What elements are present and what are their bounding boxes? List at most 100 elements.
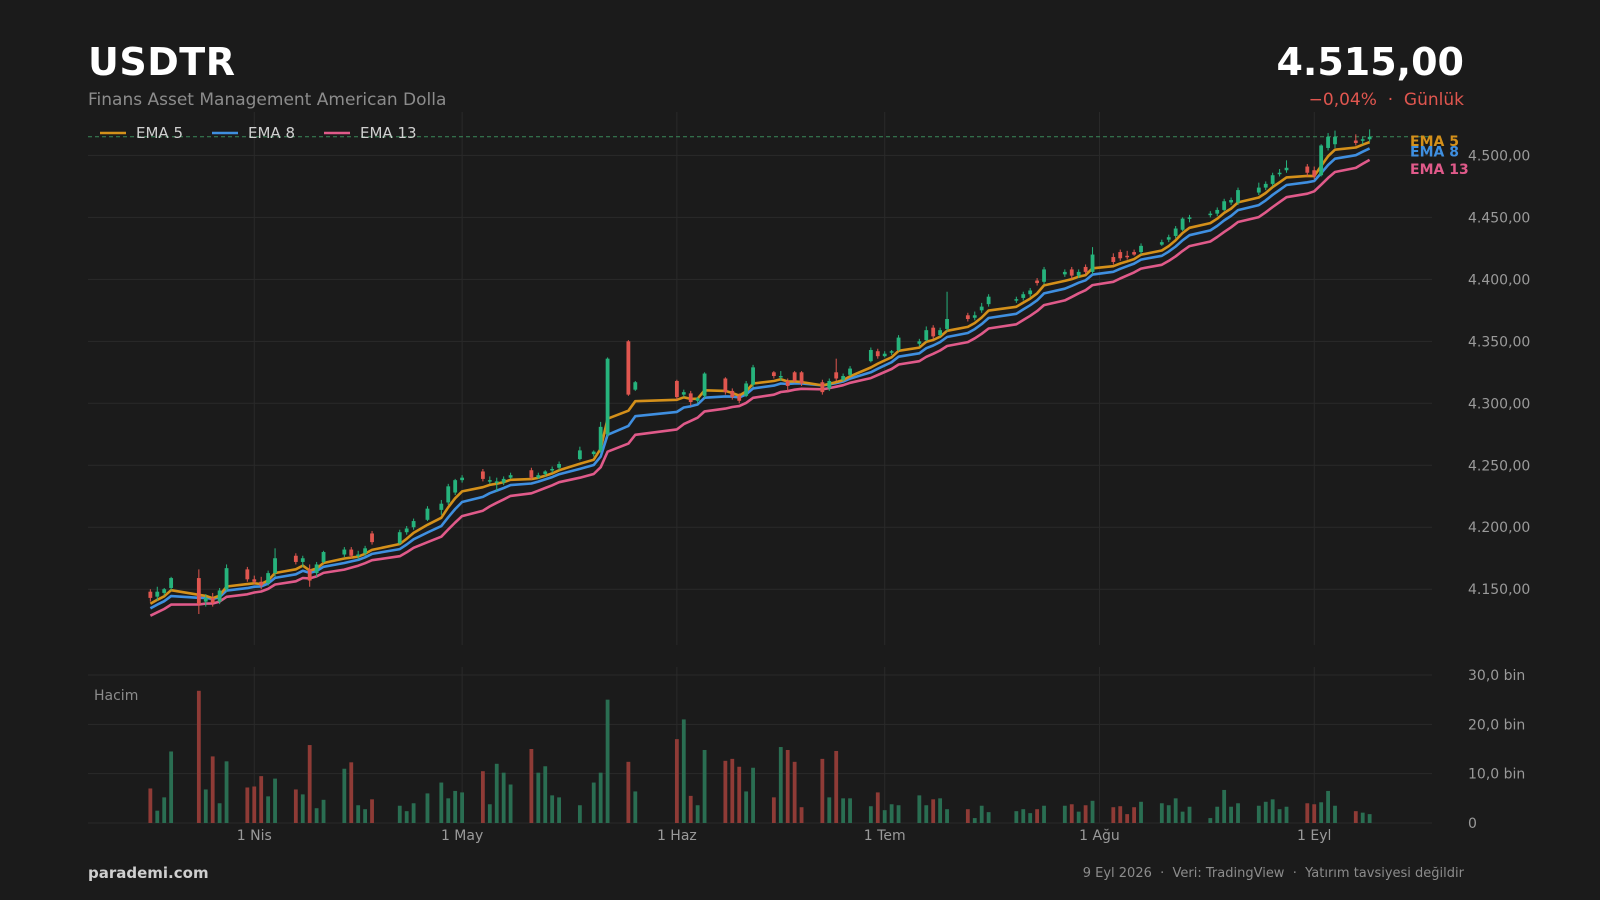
candle-body — [1042, 269, 1046, 282]
candle-body — [273, 558, 277, 574]
volume-bar — [626, 761, 631, 823]
volume-bar — [1263, 801, 1268, 823]
period-label: Günlük — [1403, 90, 1464, 110]
volume-bar — [917, 795, 922, 823]
volume-bar — [875, 792, 880, 823]
volume-bar — [321, 799, 326, 823]
volume-bar — [543, 766, 548, 823]
candle-body — [848, 368, 852, 375]
volume-bar — [605, 699, 610, 823]
volume-bar — [1187, 806, 1192, 823]
candle-body — [411, 521, 416, 528]
volume-bar — [737, 766, 742, 823]
candle-body — [931, 327, 936, 337]
candle-body — [1166, 237, 1171, 240]
volume-bar — [633, 791, 638, 823]
volume-bar — [1270, 799, 1275, 823]
candle-body — [1014, 299, 1019, 301]
volume-bar — [446, 798, 451, 823]
candle-body — [1125, 255, 1130, 258]
volume-bar — [203, 789, 208, 823]
price-change: −0,04% — [1308, 90, 1377, 110]
volume-bar — [148, 788, 153, 823]
volume-bar — [1173, 798, 1178, 823]
volume-bar — [273, 778, 277, 823]
price-tick-label: 4.150,00 — [1468, 582, 1530, 598]
candle-body — [841, 376, 846, 380]
candle-body — [1173, 228, 1178, 236]
volume-bar — [1222, 789, 1227, 823]
candle-body — [695, 398, 700, 401]
candle-body — [245, 569, 250, 580]
candle-body — [723, 378, 728, 393]
volume-bar — [889, 804, 894, 823]
volume-bar — [1353, 811, 1358, 823]
candle-body — [196, 578, 201, 605]
volume-bar — [1333, 805, 1337, 823]
volume-bar — [397, 805, 402, 823]
volume-bar — [792, 761, 797, 823]
volume-bar — [979, 805, 984, 823]
candle-body — [1132, 252, 1137, 255]
candle-body — [1263, 183, 1268, 188]
volume-bar — [1083, 805, 1088, 823]
volume-bar — [785, 749, 790, 823]
ema-line-ema13 — [149, 158, 1371, 617]
volume-bar — [965, 809, 970, 823]
volume-bar — [882, 810, 887, 823]
candle-body — [404, 528, 409, 533]
volume-bar — [744, 791, 749, 823]
candle-body — [460, 477, 465, 481]
candle-body — [979, 306, 984, 311]
volume-tick-label: 20,0 bin — [1468, 717, 1525, 733]
volume-bar — [730, 758, 735, 823]
volume-bar — [1159, 803, 1164, 823]
time-tick-label: 1 May — [441, 828, 483, 844]
volume-bar — [1256, 805, 1261, 823]
change-row: −0,04% · Günlük — [1309, 90, 1464, 110]
price-tick-label: 4.250,00 — [1468, 458, 1530, 474]
volume-bar — [681, 719, 686, 823]
volume-bar — [363, 809, 368, 823]
volume-bar — [972, 818, 977, 823]
volume-bar — [1028, 813, 1033, 823]
candle-body — [494, 481, 499, 483]
volume-bar — [695, 805, 700, 823]
candle-body — [917, 341, 922, 344]
volume-bar — [1062, 805, 1067, 823]
volume-bar — [460, 792, 465, 823]
volume-bar — [550, 795, 555, 823]
candle-body — [1256, 187, 1261, 193]
candle-body — [737, 395, 742, 401]
volume-bar — [1069, 804, 1074, 823]
volume-bar — [1021, 809, 1026, 823]
candle-body — [293, 555, 298, 562]
volume-bar — [799, 807, 804, 823]
volume-bar — [370, 799, 374, 823]
candle-body — [487, 480, 492, 482]
volume-bar — [224, 761, 229, 823]
price-tick-label: 4.200,00 — [1468, 520, 1530, 536]
candle-body — [1333, 136, 1337, 145]
volume-bar — [674, 739, 679, 823]
volume-bar — [986, 812, 991, 823]
candle-body — [591, 451, 596, 455]
candle-body — [439, 503, 444, 510]
ema-line-ema5 — [149, 140, 1371, 605]
candle-body — [155, 591, 160, 597]
volume-bar — [1319, 802, 1324, 823]
legend-item: EMA 8 — [248, 124, 295, 142]
volume-bar — [453, 790, 458, 823]
volume-bar — [1139, 801, 1143, 823]
price-tick-label: 4.300,00 — [1468, 396, 1530, 412]
candle-body — [321, 552, 326, 562]
volume-tick-label: 0 — [1468, 816, 1477, 832]
candle-body — [162, 589, 167, 593]
volume-bar — [1326, 790, 1330, 823]
candle-body — [307, 569, 312, 581]
candle-body — [370, 533, 374, 543]
volume-bar — [425, 793, 430, 823]
candle-body — [1118, 252, 1123, 259]
candle-body — [792, 372, 797, 381]
candle-body — [480, 471, 485, 479]
